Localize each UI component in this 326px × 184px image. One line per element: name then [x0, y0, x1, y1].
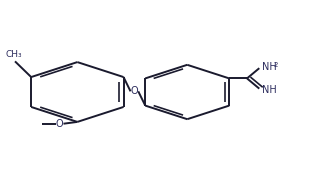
Text: CH₃: CH₃ [5, 50, 22, 59]
Text: O: O [131, 86, 138, 96]
Text: 2: 2 [273, 62, 277, 68]
Text: NH: NH [261, 85, 276, 95]
Text: NH: NH [261, 62, 276, 72]
Text: O: O [56, 119, 63, 129]
